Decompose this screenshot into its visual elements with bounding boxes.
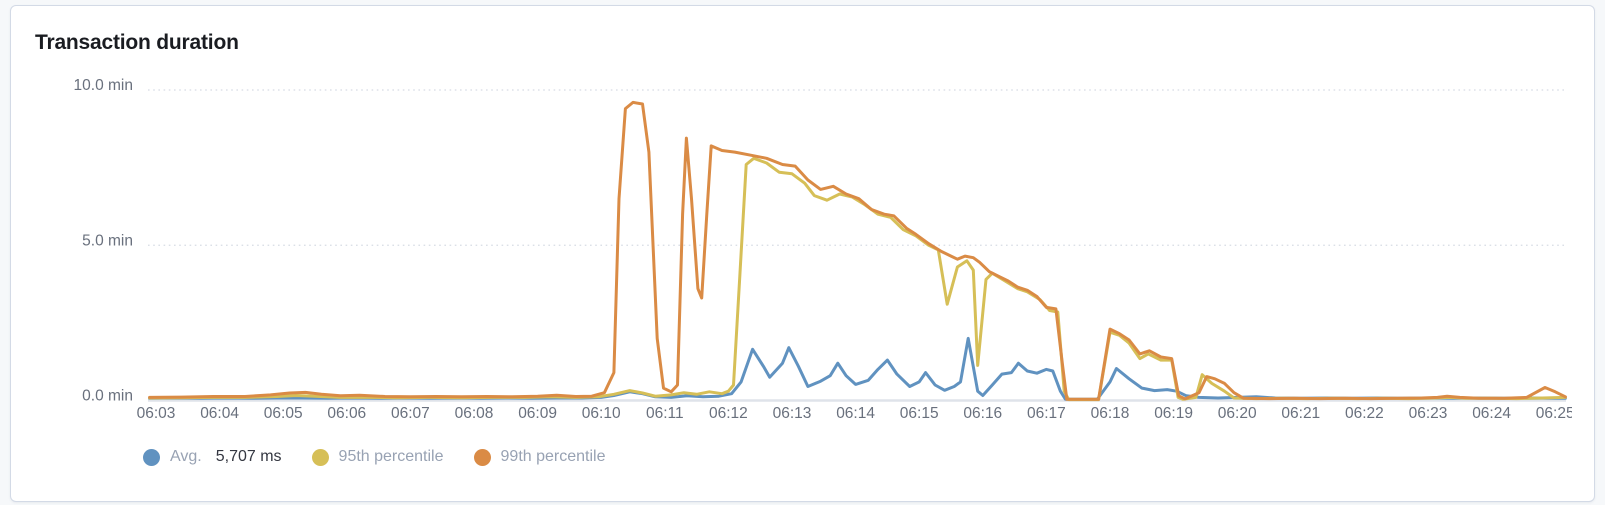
avg-series-dot-icon bbox=[143, 448, 160, 466]
avg-series-value: 5,707 ms bbox=[215, 448, 282, 465]
x-tick-label: 06:09 bbox=[518, 405, 557, 422]
series-line-p95 bbox=[150, 158, 1566, 399]
x-tick-label: 06:17 bbox=[1027, 405, 1066, 422]
x-tick-label: 06:20 bbox=[1218, 405, 1257, 422]
legend-item-95th-percentile[interactable]: 95th percentile bbox=[311, 448, 444, 466]
y-tick-label: 0.0 min bbox=[82, 388, 133, 405]
y-tick-label: 10.0 min bbox=[74, 77, 133, 94]
x-tick-label: 06:25 bbox=[1536, 405, 1575, 422]
x-tick-label: 06:03 bbox=[137, 405, 176, 422]
x-tick-label: 06:24 bbox=[1472, 405, 1511, 422]
series-line-p99 bbox=[150, 102, 1566, 399]
x-tick-label: 06:21 bbox=[1281, 405, 1320, 422]
x-tick-label: 06:19 bbox=[1154, 405, 1193, 422]
chart-title: Transaction duration bbox=[35, 31, 239, 54]
x-tick-label: 06:13 bbox=[773, 405, 812, 422]
x-tick-label: 06:23 bbox=[1409, 405, 1448, 422]
chart-legend: Avg. 5,707 ms 95th percentile 99th perce… bbox=[143, 448, 605, 466]
x-tick-label: 06:16 bbox=[963, 405, 1002, 422]
x-tick-label: 06:05 bbox=[264, 405, 303, 422]
legend-item-99th-percentile[interactable]: 99th percentile bbox=[473, 448, 606, 466]
x-tick-label: 06:22 bbox=[1345, 405, 1384, 422]
y-tick-label: 5.0 min bbox=[82, 232, 133, 249]
x-tick-label: 06:07 bbox=[391, 405, 430, 422]
transaction-duration-panel bbox=[10, 5, 1595, 502]
x-tick-label: 06:12 bbox=[709, 405, 748, 422]
x-tick-label: 06:11 bbox=[646, 405, 684, 422]
x-tick-label: 06:06 bbox=[327, 405, 366, 422]
p95-series-label: 95th percentile bbox=[338, 448, 444, 465]
p99-series-dot-icon bbox=[473, 448, 491, 466]
x-tick-label: 06:18 bbox=[1091, 405, 1130, 422]
x-tick-label: 06:15 bbox=[900, 405, 939, 422]
x-tick-label: 06:08 bbox=[455, 405, 494, 422]
p95-series-dot-icon bbox=[311, 448, 329, 466]
x-tick-label: 06:14 bbox=[836, 405, 875, 422]
legend-item-avg[interactable]: Avg. 5,707 ms bbox=[143, 448, 282, 466]
avg-series-label: Avg. bbox=[170, 448, 202, 465]
p99-series-label: 99th percentile bbox=[500, 448, 606, 465]
x-tick-label: 06:10 bbox=[582, 405, 621, 422]
x-tick-label: 06:04 bbox=[200, 405, 239, 422]
series-line-avg bbox=[150, 338, 1566, 399]
